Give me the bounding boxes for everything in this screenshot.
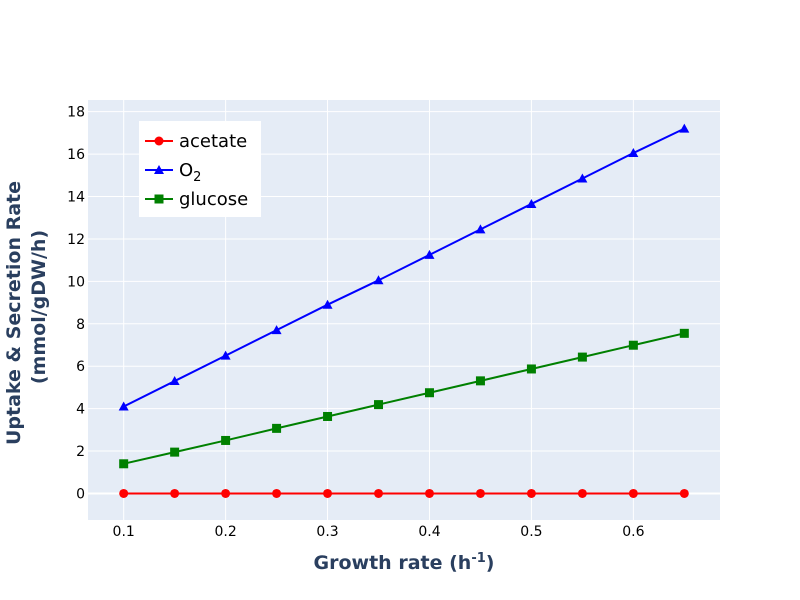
square-marker <box>154 194 164 204</box>
square-marker <box>374 400 384 410</box>
triangle-marker <box>271 325 282 335</box>
x-tick-label: 0.4 <box>418 524 440 540</box>
triangle-marker <box>373 275 384 285</box>
triangle-marker <box>118 401 129 411</box>
circle-marker <box>170 488 180 498</box>
square-marker <box>119 459 129 469</box>
triangle-marker <box>220 350 231 360</box>
series-acetate <box>119 488 689 498</box>
square-marker <box>475 376 485 386</box>
circle-marker <box>272 488 282 498</box>
circle-marker <box>374 488 384 498</box>
y-axis-title-line2: (mmol/gDW/h) <box>28 230 50 384</box>
legend-items: acetate O2 glucose <box>145 131 248 210</box>
square-marker <box>170 447 180 457</box>
y-tick-label: 14 <box>67 190 85 206</box>
legend: acetate O2 glucose <box>139 121 261 217</box>
y-axis-ticks: 0 2 4 6 8 10 12 14 16 18 <box>67 105 85 503</box>
square-marker <box>323 411 333 421</box>
circle-marker <box>119 488 129 498</box>
circle-marker <box>221 488 231 498</box>
triangle-marker <box>424 249 435 259</box>
x-tick-label: 0.3 <box>316 524 338 540</box>
square-marker <box>628 340 638 350</box>
square-marker <box>424 388 434 398</box>
y-tick-label: 18 <box>67 105 85 121</box>
x-tick-label: 0.5 <box>520 524 542 540</box>
y-tick-label: 2 <box>76 444 85 460</box>
y-tick-label: 8 <box>76 317 85 333</box>
x-tick-label: 0.6 <box>622 524 644 540</box>
triangle-marker <box>577 173 588 183</box>
circle-marker <box>679 488 689 498</box>
legend-item: O2 <box>145 160 201 185</box>
legend-label: glucose <box>179 189 248 210</box>
circle-marker <box>526 488 536 498</box>
y-axis-title-line1: Uptake & Secretion Rate <box>3 181 25 445</box>
triangle-marker <box>154 165 164 174</box>
circle-marker <box>154 136 164 146</box>
circle-marker <box>577 488 587 498</box>
triangle-marker <box>322 299 333 309</box>
circle-marker <box>628 488 638 498</box>
circle-marker <box>323 488 333 498</box>
grid-lines <box>88 100 720 520</box>
series-o <box>118 123 690 411</box>
series-glucose <box>119 328 689 469</box>
series-line <box>123 332 685 465</box>
triangle-marker <box>526 198 537 208</box>
triangle-marker <box>628 148 639 158</box>
triangle-marker <box>475 224 486 234</box>
x-tick-label: 0.2 <box>214 524 236 540</box>
y-tick-label: 6 <box>76 359 85 375</box>
y-tick-label: 0 <box>76 486 85 502</box>
square-marker <box>272 423 282 433</box>
circle-marker <box>424 488 434 498</box>
x-axis-title: Growth rate (h-1) <box>314 551 495 574</box>
square-marker <box>526 364 536 374</box>
legend-label: O2 <box>179 160 201 185</box>
y-tick-label: 16 <box>67 147 85 163</box>
legend-item: glucose <box>145 189 248 210</box>
series-layer <box>118 123 690 498</box>
y-tick-label: 12 <box>67 232 85 248</box>
series-line <box>123 127 685 408</box>
legend-item: acetate <box>145 131 247 152</box>
square-marker <box>221 435 231 445</box>
circle-marker <box>475 488 485 498</box>
x-tick-label: 0.1 <box>113 524 135 540</box>
x-axis-ticks: 0.1 0.2 0.3 0.4 0.5 0.6 <box>113 524 645 540</box>
square-marker <box>679 328 689 338</box>
square-marker <box>577 352 587 362</box>
y-tick-label: 4 <box>76 402 85 418</box>
triangle-marker <box>169 376 180 386</box>
triangle-marker <box>679 123 690 133</box>
y-tick-label: 10 <box>67 274 85 290</box>
legend-label: acetate <box>179 131 247 152</box>
